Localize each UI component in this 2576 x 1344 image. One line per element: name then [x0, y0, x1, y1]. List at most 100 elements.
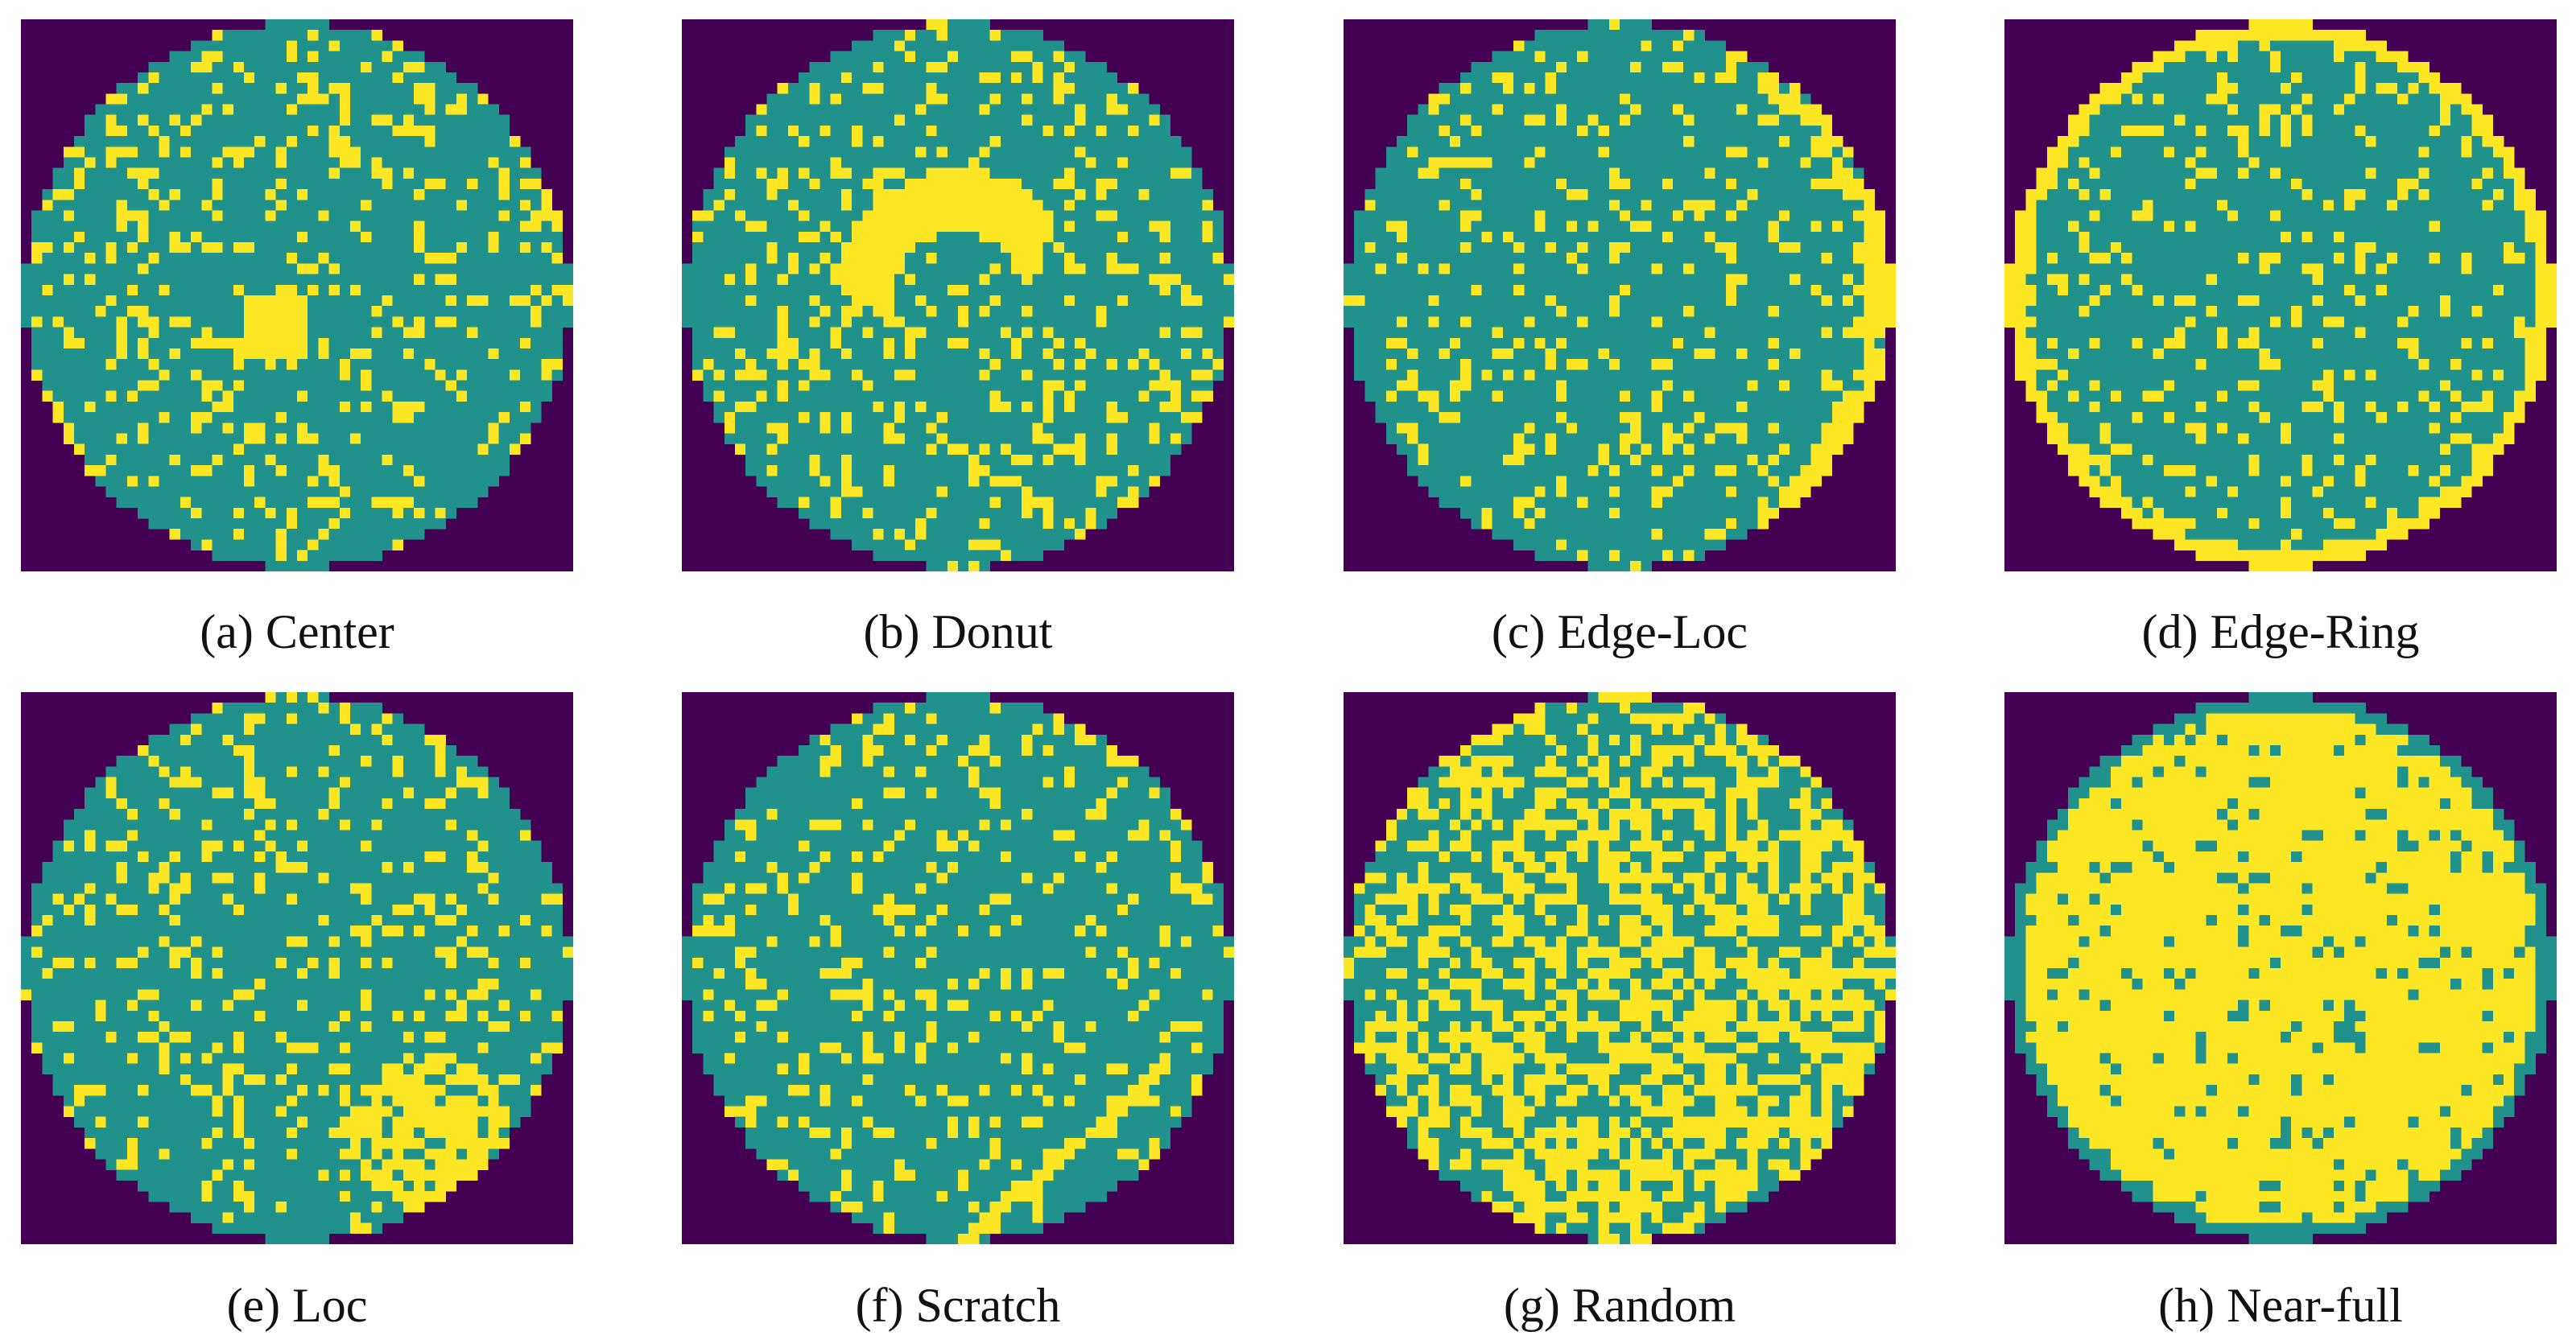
defect-die — [1874, 221, 1886, 233]
normal-die — [905, 380, 916, 391]
normal-die — [212, 231, 223, 243]
defect-die — [1053, 93, 1065, 105]
normal-die — [936, 114, 948, 126]
normal-die — [1042, 423, 1054, 434]
normal-die — [509, 423, 521, 434]
normal-die — [148, 83, 159, 94]
normal-die — [1223, 295, 1234, 307]
normal-die — [915, 284, 927, 296]
normal-die — [361, 93, 372, 105]
defect-die — [905, 200, 916, 211]
defect-die — [414, 507, 425, 519]
normal-die — [509, 231, 521, 243]
normal-die — [424, 231, 436, 243]
defect-die — [201, 337, 213, 349]
normal-die — [1428, 114, 1439, 126]
normal-die — [21, 295, 32, 307]
normal-die — [1757, 61, 1769, 73]
defect-die — [1864, 242, 1875, 254]
normal-die — [318, 242, 329, 254]
normal-die — [477, 486, 489, 497]
normal-die — [286, 465, 298, 476]
normal-die — [148, 284, 159, 296]
normal-die — [1000, 518, 1012, 530]
normal-die — [297, 380, 308, 391]
normal-die — [1481, 200, 1492, 211]
normal-die — [1032, 539, 1043, 550]
normal-die — [371, 359, 382, 370]
normal-die — [201, 306, 213, 317]
normal-die — [435, 284, 446, 296]
normal-die — [947, 359, 959, 370]
defect-die — [777, 327, 789, 339]
normal-die — [809, 157, 820, 168]
defect-die — [1063, 221, 1075, 233]
defect-die — [254, 423, 266, 434]
normal-die — [936, 401, 948, 413]
normal-die — [894, 359, 906, 370]
defect-die — [244, 433, 255, 444]
normal-die — [1042, 274, 1054, 286]
normal-die — [73, 390, 85, 402]
normal-die — [116, 465, 128, 476]
normal-die — [1481, 114, 1492, 126]
defect-die — [254, 497, 266, 509]
defect-die — [1757, 72, 1769, 84]
defect-die — [1032, 423, 1043, 434]
normal-die — [467, 167, 478, 179]
normal-die — [42, 380, 53, 391]
normal-die — [212, 539, 223, 550]
normal-die — [979, 550, 990, 562]
normal-die — [254, 539, 266, 550]
defect-die — [382, 167, 393, 179]
normal-die — [488, 401, 499, 413]
normal-die — [1555, 30, 1567, 41]
normal-die — [222, 210, 234, 221]
normal-die — [1149, 401, 1160, 413]
defect-die — [297, 550, 308, 562]
normal-die — [809, 210, 820, 221]
defect-die — [265, 454, 276, 466]
normal-die — [1641, 93, 1652, 105]
normal-die — [905, 454, 916, 466]
normal-die — [116, 369, 128, 381]
normal-die — [1096, 157, 1107, 168]
normal-die — [1032, 274, 1043, 286]
normal-die — [169, 61, 181, 73]
defect-die — [883, 231, 895, 243]
normal-die — [308, 189, 319, 200]
normal-die — [1128, 178, 1139, 190]
normal-die — [244, 136, 255, 147]
normal-die — [254, 104, 266, 115]
normal-die — [1567, 242, 1578, 254]
normal-die — [159, 125, 170, 137]
normal-die — [233, 497, 245, 509]
defect-die — [42, 200, 53, 211]
normal-die — [402, 274, 415, 286]
normal-die — [947, 253, 959, 264]
normal-die — [1053, 210, 1065, 221]
normal-die — [894, 125, 906, 137]
normal-die — [551, 274, 564, 286]
normal-die — [799, 433, 810, 444]
defect-die — [1439, 157, 1451, 168]
defect-die — [275, 146, 287, 158]
normal-die — [467, 454, 478, 466]
normal-die — [756, 253, 767, 264]
normal-die — [819, 72, 831, 84]
normal-die — [233, 412, 245, 423]
normal-die — [1428, 146, 1439, 158]
normal-die — [541, 263, 552, 274]
normal-die — [852, 189, 863, 200]
defect-die — [1010, 200, 1022, 211]
normal-die — [1821, 221, 1833, 233]
normal-die — [265, 231, 276, 243]
normal-die — [414, 157, 425, 168]
normal-die — [402, 242, 415, 254]
defect-die — [862, 274, 873, 286]
normal-die — [1524, 189, 1535, 200]
normal-die — [1790, 210, 1801, 221]
normal-die — [809, 189, 820, 200]
normal-die — [883, 157, 895, 168]
normal-die — [1641, 83, 1652, 94]
